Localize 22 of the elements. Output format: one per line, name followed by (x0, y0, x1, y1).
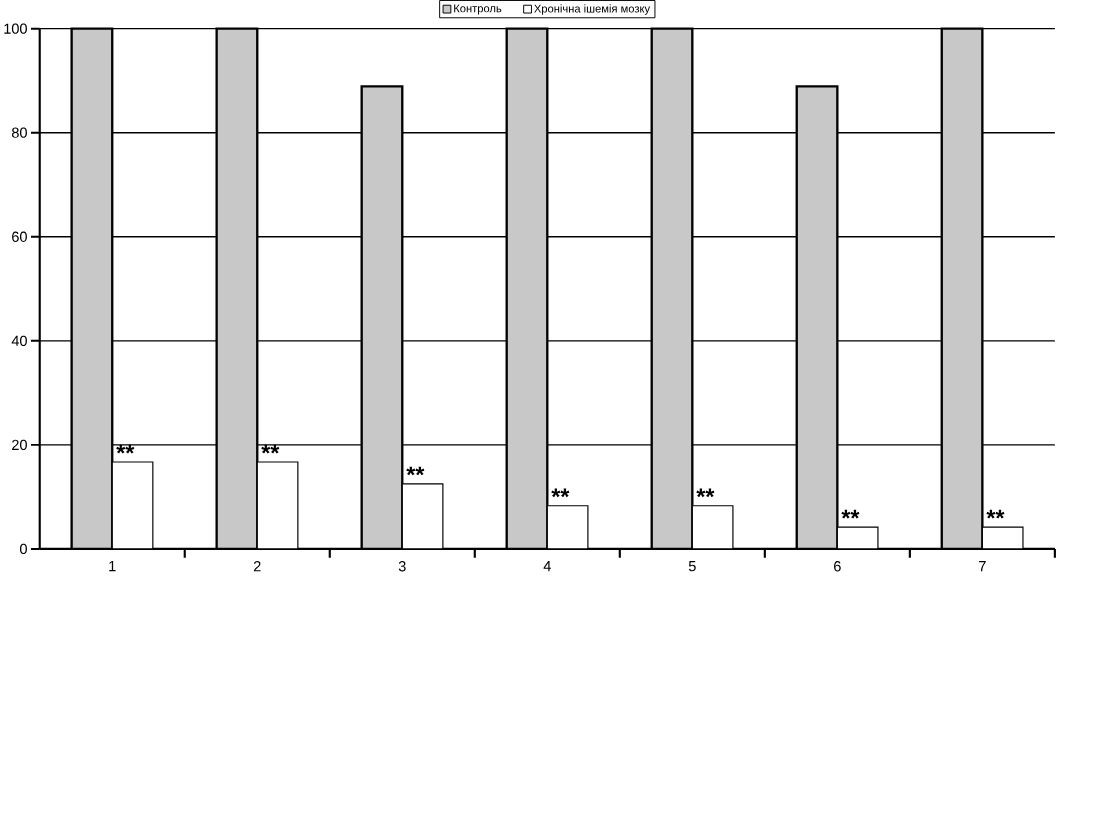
x-tick-label: 5 (688, 561, 696, 572)
y-tick-label: 80 (11, 127, 27, 138)
x-tick-label: 3 (398, 561, 406, 572)
y-tick-label: 40 (11, 335, 27, 346)
x-tick-label: 4 (543, 561, 551, 572)
legend-label: Контроль (454, 4, 502, 15)
x-tick-label: 6 (834, 561, 841, 572)
annotation: ** (696, 488, 715, 498)
annotation: ** (986, 509, 1005, 519)
y-tick-label: 60 (12, 231, 27, 242)
annotation: ** (116, 444, 135, 454)
annotation: ** (841, 509, 860, 519)
y-tick-label: 20 (12, 439, 27, 450)
legend-label: Хронічна ішемія мозку (534, 4, 651, 15)
x-tick-label: 1 (109, 561, 116, 572)
y-tick-label: 100 (4, 23, 27, 34)
x-tick-label: 2 (253, 561, 261, 572)
y-tick-label: 0 (20, 543, 27, 555)
annotation: ** (551, 488, 570, 498)
x-tick-label: 7 (979, 561, 986, 572)
annotation: ** (406, 466, 425, 476)
annotation: ** (261, 444, 280, 454)
